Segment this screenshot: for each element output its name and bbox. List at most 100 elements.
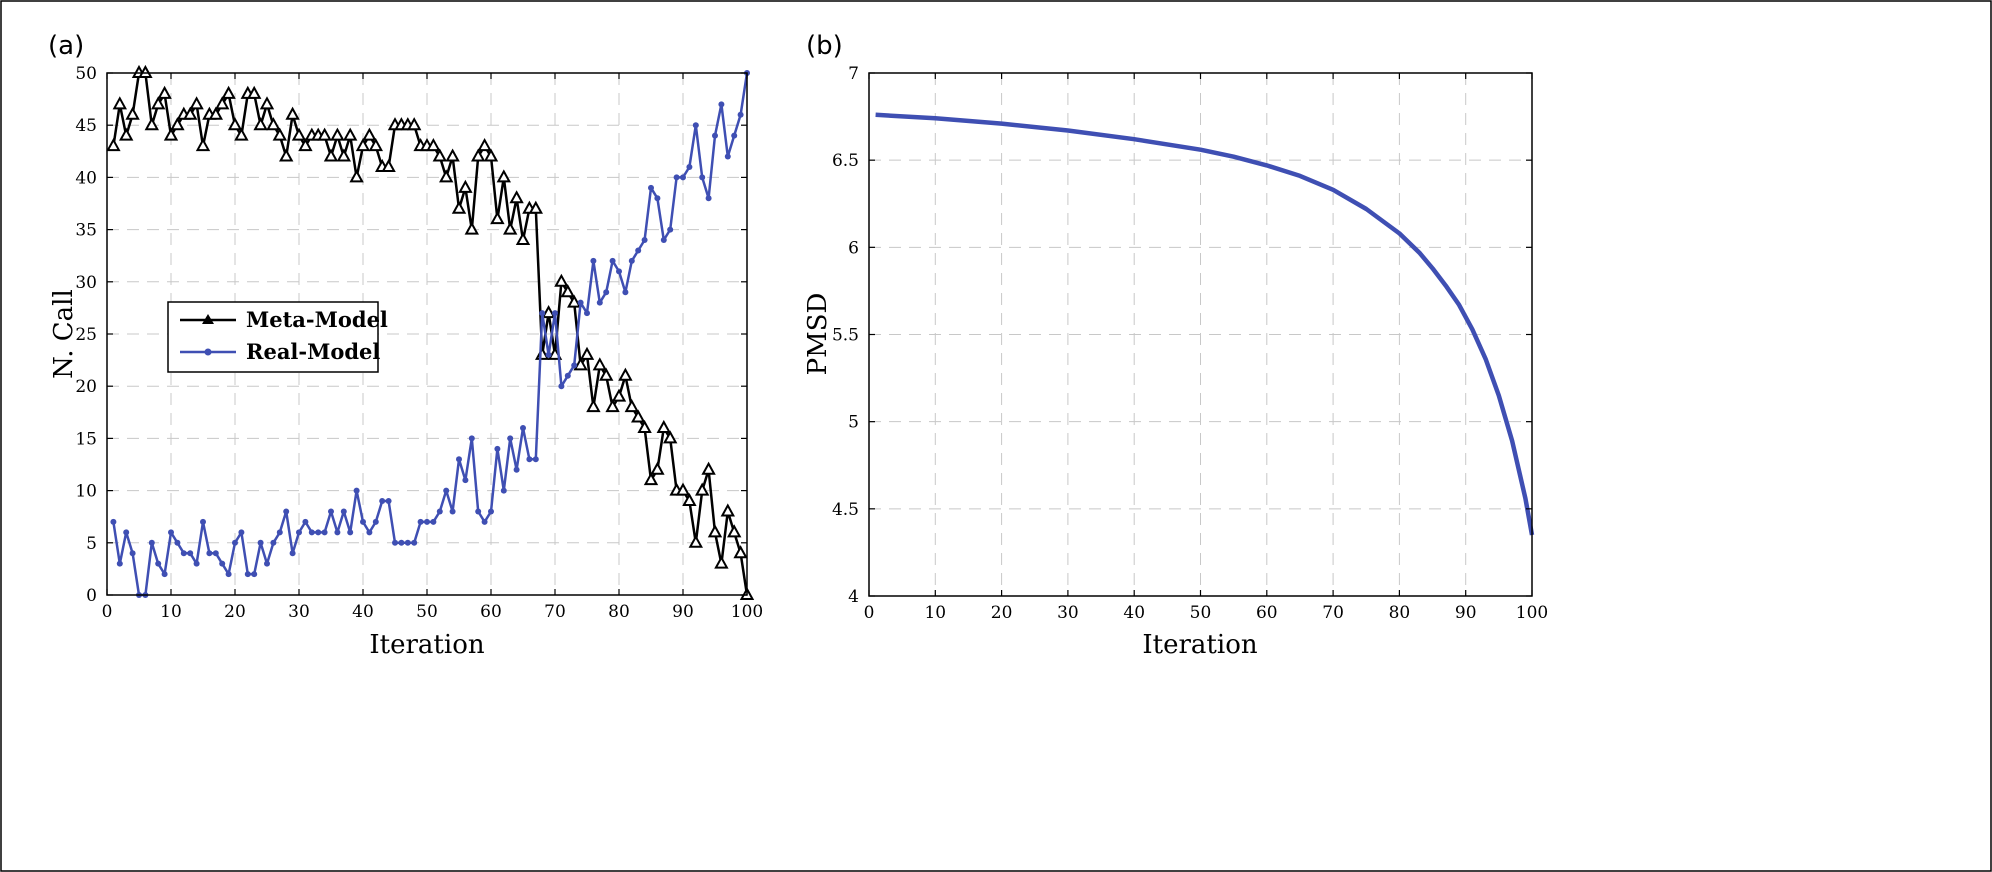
data-point-real-model bbox=[328, 508, 334, 515]
legend-marker-meta-model bbox=[202, 314, 214, 324]
data-point-real-model bbox=[296, 529, 302, 536]
data-point-real-model bbox=[257, 539, 264, 546]
data-point-meta-model bbox=[343, 127, 358, 141]
data-point-real-model bbox=[564, 372, 571, 379]
data-point-real-model bbox=[500, 487, 507, 494]
panel-b-label: (b) bbox=[806, 31, 843, 61]
data-point-real-model bbox=[635, 247, 642, 254]
data-point-meta-model bbox=[573, 357, 588, 371]
data-point-meta-model bbox=[599, 367, 614, 381]
data-point-meta-model bbox=[285, 106, 300, 120]
data-point-meta-model bbox=[106, 138, 121, 152]
y-tick-label: 4 bbox=[848, 587, 859, 607]
data-point-real-model bbox=[692, 122, 699, 129]
data-point-meta-model bbox=[695, 482, 710, 496]
data-point-meta-model bbox=[247, 85, 262, 99]
data-point-meta-model bbox=[592, 357, 607, 371]
data-point-meta-model bbox=[682, 492, 697, 507]
data-point-real-model bbox=[366, 529, 373, 536]
data-point-real-model bbox=[596, 299, 603, 306]
data-point-real-model bbox=[731, 132, 738, 139]
data-point-meta-model bbox=[471, 148, 486, 162]
legend-marker-real-model bbox=[204, 348, 212, 356]
x-tick-label: 80 bbox=[1389, 603, 1411, 623]
data-point-meta-model bbox=[125, 106, 140, 120]
data-point-meta-model bbox=[707, 524, 723, 538]
data-point-meta-model bbox=[170, 117, 185, 131]
data-point-real-model bbox=[571, 362, 578, 369]
x-tick-label: 90 bbox=[672, 602, 694, 622]
series-group bbox=[106, 64, 755, 600]
y-tick-label: 25 bbox=[75, 325, 97, 345]
x-tick-label: 20 bbox=[224, 602, 246, 622]
data-point-real-model bbox=[148, 539, 155, 546]
data-point-real-model bbox=[187, 550, 194, 557]
data-point-real-model bbox=[340, 508, 347, 515]
data-point-real-model bbox=[584, 310, 590, 317]
data-point-real-model bbox=[404, 539, 411, 546]
data-point-real-model bbox=[161, 571, 168, 578]
data-point-real-model bbox=[545, 351, 552, 358]
x-tick-label: 50 bbox=[1190, 603, 1212, 623]
data-point-meta-model bbox=[701, 461, 716, 475]
data-point-meta-model bbox=[483, 148, 499, 162]
x-tick-label: 40 bbox=[352, 602, 374, 622]
data-point-real-model bbox=[372, 518, 379, 525]
data-point-meta-model bbox=[631, 409, 646, 423]
data-point-real-model bbox=[718, 101, 725, 108]
x-tick-label: 30 bbox=[288, 602, 310, 622]
x-tick-label: 40 bbox=[1123, 603, 1145, 623]
data-point-real-model bbox=[552, 310, 558, 317]
x-tick-label: 10 bbox=[160, 602, 182, 622]
data-point-real-model bbox=[628, 257, 635, 264]
data-point-meta-model bbox=[554, 273, 569, 287]
data-point-meta-model bbox=[163, 127, 179, 141]
data-point-meta-model bbox=[445, 148, 460, 162]
data-point-meta-model bbox=[221, 85, 236, 99]
data-point-meta-model bbox=[439, 169, 454, 183]
data-point-real-model bbox=[212, 550, 219, 557]
data-point-real-model bbox=[193, 560, 200, 567]
data-point-meta-model bbox=[567, 294, 582, 308]
data-point-real-model bbox=[680, 174, 686, 181]
data-point-real-model bbox=[699, 174, 706, 181]
data-point-real-model bbox=[712, 132, 718, 139]
data-point-meta-model bbox=[349, 169, 364, 183]
data-point-real-model bbox=[507, 435, 514, 442]
data-point-real-model bbox=[475, 508, 482, 515]
data-point-meta-model bbox=[330, 127, 345, 141]
data-point-meta-model bbox=[611, 388, 627, 402]
data-point-meta-model bbox=[381, 158, 396, 172]
data-point-real-model bbox=[168, 529, 174, 536]
data-point-real-model bbox=[724, 153, 731, 160]
data-point-real-model bbox=[398, 539, 405, 546]
y-tick-label: 45 bbox=[75, 116, 97, 136]
data-point-meta-model bbox=[432, 148, 447, 162]
data-point-real-model bbox=[622, 289, 629, 296]
data-point-real-model bbox=[648, 184, 654, 191]
y-tick-label: 10 bbox=[75, 482, 97, 502]
data-point-meta-model bbox=[727, 524, 742, 538]
data-point-real-model bbox=[289, 550, 296, 557]
data-point-real-model bbox=[238, 529, 245, 536]
data-point-meta-model bbox=[503, 221, 518, 235]
panel-a-chart: (a) Iteration N. Call 0 10 20 30 40 50 60 70 80 9… bbox=[48, 31, 763, 660]
panel-a-legend: Meta-Model Real-Model bbox=[167, 301, 388, 373]
data-point-meta-model bbox=[624, 399, 639, 413]
panel-a-x-axis-title: Iteration bbox=[369, 630, 484, 660]
data-point-meta-model bbox=[407, 117, 422, 131]
data-point-real-model bbox=[334, 529, 341, 536]
data-point-real-model bbox=[219, 560, 226, 567]
data-point-meta-model bbox=[138, 64, 153, 78]
data-point-meta-model bbox=[362, 127, 377, 141]
data-point-meta-model bbox=[618, 367, 633, 381]
data-point-real-model bbox=[276, 529, 283, 536]
grid-lines bbox=[869, 73, 1532, 596]
x-tick-label: 50 bbox=[416, 602, 438, 622]
panel-b-x-axis-title: Iteration bbox=[1142, 630, 1257, 660]
data-point-meta-model bbox=[208, 106, 223, 120]
data-point-real-model bbox=[436, 508, 443, 515]
y-tick-label: 35 bbox=[75, 221, 97, 241]
y-tick-label: 4.5 bbox=[832, 500, 859, 520]
data-point-real-model bbox=[225, 571, 232, 578]
